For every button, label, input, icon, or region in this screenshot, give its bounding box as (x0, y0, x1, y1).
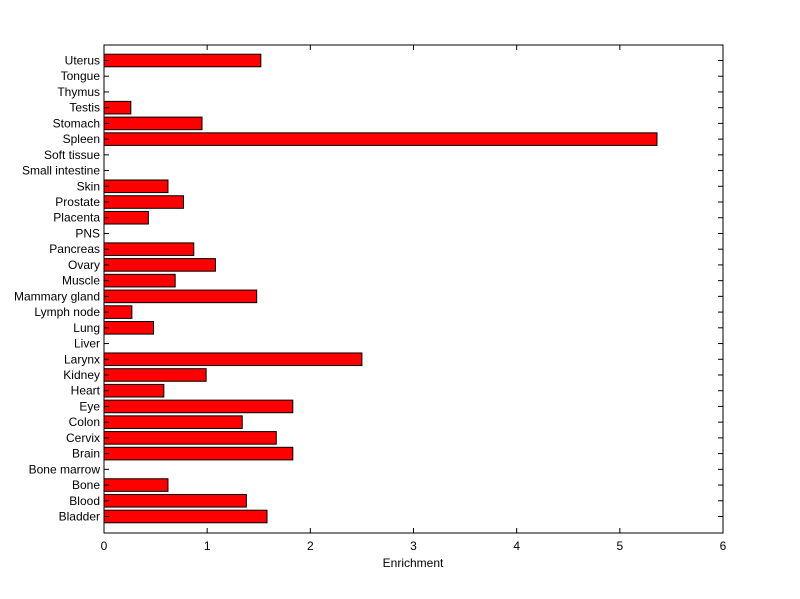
y-tick-label-spleen: Spleen (63, 132, 100, 146)
bar-bone (103, 478, 169, 492)
plot-frame (103, 44, 724, 534)
bar-colon (103, 415, 243, 429)
x-tick-label-3: 3 (410, 539, 417, 553)
bar-muscle (103, 273, 176, 288)
bar-mammary-gland (103, 289, 258, 304)
y-tick-label-testis: Testis (69, 101, 100, 115)
y-tick-label-soft-tissue: Soft tissue (44, 148, 100, 162)
y-tick-label-liver: Liver (74, 337, 100, 351)
x-tick-label-1: 1 (204, 539, 211, 553)
y-tick-label-kidney: Kidney (63, 368, 100, 382)
y-tick-label-larynx: Larynx (64, 352, 100, 366)
y-tick-label-cervix: Cervix (66, 431, 100, 445)
bar-spleen (103, 132, 658, 146)
y-tick-label-prostate: Prostate (55, 195, 100, 209)
y-tick-label-placenta: Placenta (53, 211, 100, 225)
bar-prostate (103, 195, 184, 209)
bar-brain (103, 446, 294, 461)
y-tick-label-heart: Heart (71, 384, 101, 398)
bar-cervix (103, 431, 277, 445)
y-tick-label-pns: PNS (75, 226, 100, 240)
y-tick-label-colon: Colon (69, 415, 100, 429)
y-tick-label-muscle: Muscle (62, 274, 100, 288)
y-tick-label-tongue: Tongue (61, 69, 101, 83)
y-tick-label-brain: Brain (72, 447, 100, 461)
bar-eye (103, 399, 294, 414)
x-axis-label: Enrichment (383, 556, 444, 570)
y-tick-label-ovary: Ovary (68, 258, 100, 272)
y-tick-label-bladder: Bladder (59, 510, 100, 524)
y-tick-label-bone: Bone (72, 478, 100, 492)
bar-heart (103, 383, 165, 398)
bar-bladder (103, 509, 268, 524)
bar-skin (103, 179, 169, 194)
bar-stomach (103, 116, 203, 131)
bar-larynx (103, 352, 363, 367)
y-tick-label-blood: Blood (69, 494, 100, 508)
x-tick-label-4: 4 (513, 539, 520, 553)
bar-kidney (103, 368, 207, 382)
y-tick-label-thymus: Thymus (57, 85, 100, 99)
bar-placenta (103, 210, 149, 225)
bar-blood (103, 493, 247, 508)
x-tick-label-2: 2 (307, 539, 314, 553)
y-tick-label-uterus: Uterus (65, 54, 100, 68)
y-tick-label-stomach: Stomach (53, 116, 100, 130)
y-tick-label-eye: Eye (79, 399, 100, 413)
y-tick-label-small-intestine: Small intestine (22, 164, 100, 178)
y-tick-label-mammary-gland: Mammary gland (14, 289, 100, 303)
y-tick-label-skin: Skin (77, 179, 100, 193)
x-tick-label-5: 5 (616, 539, 623, 553)
x-tick-label-0: 0 (101, 539, 108, 553)
y-tick-label-lymph-node: Lymph node (34, 305, 100, 319)
bar-pancreas (103, 242, 195, 256)
bar-ovary (103, 258, 216, 272)
y-tick-label-bone-marrow: Bone marrow (29, 462, 101, 476)
bar-lung (103, 321, 155, 335)
y-tick-label-lung: Lung (73, 321, 100, 335)
x-tick-label-6: 6 (720, 539, 727, 553)
y-tick-label-pancreas: Pancreas (49, 242, 100, 256)
bar-uterus (103, 53, 262, 68)
